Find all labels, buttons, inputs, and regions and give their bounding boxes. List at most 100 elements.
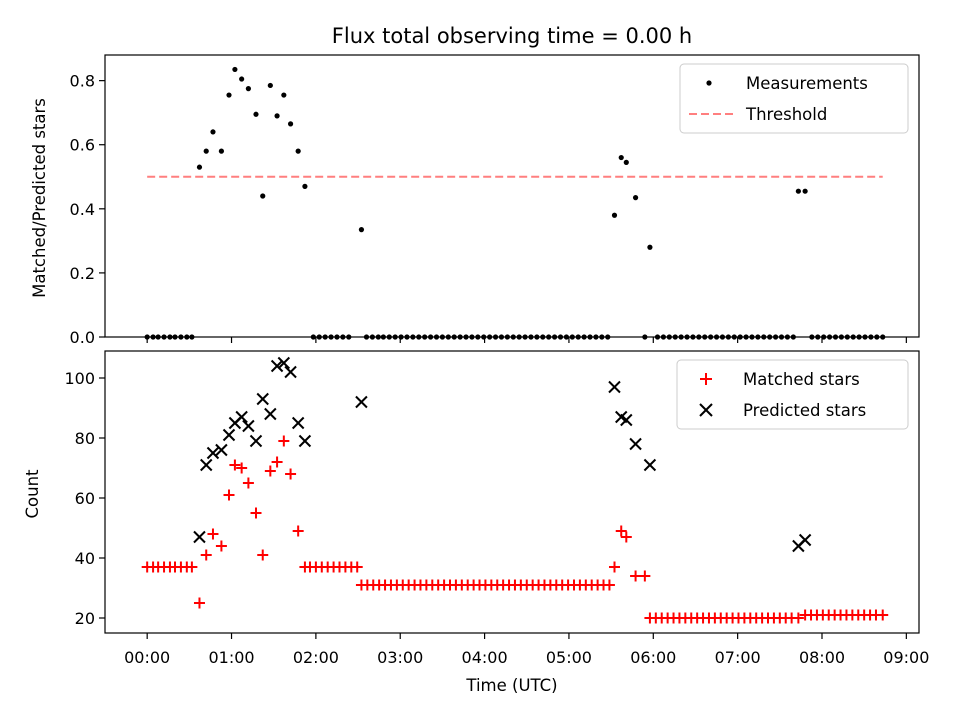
ratio-panel: Flux total observing time = 0.00 h Match… bbox=[30, 24, 920, 347]
matched-star-point bbox=[223, 489, 235, 501]
matched-star-point bbox=[200, 549, 212, 561]
measurement-point bbox=[632, 195, 639, 201]
measurement-point bbox=[623, 159, 629, 165]
matched-star-point bbox=[207, 528, 219, 540]
matched-star-point bbox=[351, 561, 363, 573]
measurement-point bbox=[611, 212, 618, 218]
matched-star-point bbox=[278, 435, 290, 447]
x-tick-label: 06:00 bbox=[630, 648, 676, 667]
measurement-point bbox=[647, 244, 653, 250]
matched-star-point bbox=[639, 570, 651, 582]
measurement-point bbox=[281, 92, 287, 98]
y-axis-label-count: Count bbox=[23, 469, 42, 519]
legend-ratio: Measurements Threshold bbox=[679, 63, 909, 134]
x-tick-label: 01:00 bbox=[208, 648, 254, 667]
y-tick-label: 40 bbox=[75, 549, 95, 568]
matched-star-point bbox=[186, 561, 198, 573]
predicted-star-point bbox=[222, 428, 236, 442]
x-tick-label: 04:00 bbox=[462, 648, 508, 667]
predicted-star-point bbox=[291, 416, 305, 430]
matched-star-point bbox=[242, 477, 254, 489]
measurement-point bbox=[232, 66, 238, 73]
predicted-star-point bbox=[193, 530, 206, 544]
measurement-point bbox=[196, 164, 203, 170]
x-tick-label: 00:00 bbox=[124, 648, 170, 667]
predicted-star-point bbox=[235, 410, 248, 424]
predicted-star-point bbox=[284, 365, 297, 379]
measurement-point bbox=[302, 183, 308, 189]
measurement-point bbox=[295, 148, 301, 154]
matched-star-point bbox=[615, 525, 627, 537]
predicted-star-point bbox=[249, 434, 263, 448]
x-tick-label: 03:00 bbox=[377, 648, 423, 667]
y-tick-label: 80 bbox=[75, 429, 95, 448]
measurement-point bbox=[802, 188, 808, 194]
matched-star-point bbox=[292, 525, 304, 537]
measurement-point bbox=[260, 193, 266, 199]
y-tick-label: 0.8 bbox=[70, 72, 95, 91]
matched-star-point bbox=[271, 456, 283, 468]
measurement-point bbox=[287, 121, 294, 127]
matched-star-point bbox=[257, 549, 269, 561]
matched-star-point bbox=[193, 597, 205, 609]
measurement-point bbox=[253, 111, 259, 117]
predicted-star-point bbox=[206, 446, 220, 460]
legend-measurements-label: Measurements bbox=[746, 74, 868, 93]
legend-threshold-label: Threshold bbox=[745, 105, 827, 124]
measurement-point bbox=[210, 129, 216, 135]
predicted-star-point bbox=[270, 359, 284, 373]
y-tick-label: 0.6 bbox=[70, 136, 95, 155]
legend-matched-marker bbox=[700, 373, 712, 385]
measurement-point bbox=[203, 148, 209, 154]
legend-count: Matched stars Predicted stars bbox=[676, 359, 909, 430]
predicted-star-point bbox=[264, 407, 277, 421]
y-axis-label-ratio: Matched/Predicted stars bbox=[30, 98, 49, 298]
measurement-point bbox=[245, 86, 251, 92]
x-tick-label: 09:00 bbox=[883, 648, 929, 667]
measurement-point bbox=[239, 76, 245, 82]
matched-star-point bbox=[603, 579, 615, 591]
predicted-star-point bbox=[643, 458, 657, 472]
predicted-star-point bbox=[798, 533, 812, 547]
predicted-star-point bbox=[200, 458, 213, 472]
count-panel: Count Time (UTC) 20 40 60 80 100 00:00 01:00 02… bbox=[23, 350, 929, 695]
matched-star-point bbox=[608, 561, 620, 573]
y-tick-label: 0.0 bbox=[70, 328, 95, 347]
predicted-star-point bbox=[298, 434, 312, 448]
legend-measurements-marker bbox=[706, 80, 712, 86]
predicted-star-point bbox=[355, 395, 368, 409]
x-axis-label: Time (UTC) bbox=[465, 676, 557, 695]
matched-star-point bbox=[630, 570, 642, 582]
predicted-star-point bbox=[242, 419, 255, 433]
measurement-point bbox=[267, 82, 273, 89]
matched-star-point bbox=[877, 609, 889, 621]
measurement-point bbox=[795, 188, 801, 194]
y-tick-label: 0.4 bbox=[70, 200, 95, 219]
predicted-star-point bbox=[629, 437, 642, 451]
chart-title: Flux total observing time = 0.00 h bbox=[332, 24, 692, 48]
matched-star-point bbox=[250, 507, 262, 519]
predicted-star-point bbox=[620, 413, 633, 427]
x-tick-label: 02:00 bbox=[293, 648, 339, 667]
predicted-star-point bbox=[215, 443, 228, 457]
x-tick-label: 07:00 bbox=[715, 648, 761, 667]
predicted-star-point bbox=[277, 356, 291, 370]
matched-star-point bbox=[792, 612, 804, 624]
measurement-point bbox=[226, 92, 232, 98]
legend-predicted-marker bbox=[699, 403, 713, 417]
measurement-point bbox=[274, 113, 280, 119]
measurement-point bbox=[358, 227, 365, 233]
legend-matched-label: Matched stars bbox=[743, 370, 860, 389]
matched-star-point bbox=[236, 462, 248, 474]
matched-star-point bbox=[620, 531, 632, 543]
y-tick-label: 60 bbox=[75, 489, 95, 508]
predicted-star-point bbox=[608, 380, 621, 394]
legend-predicted-label: Predicted stars bbox=[743, 401, 866, 420]
x-tick-label: 08:00 bbox=[799, 648, 845, 667]
y-tick-label: 100 bbox=[64, 369, 95, 388]
measurement-point bbox=[218, 148, 225, 154]
predicted-star-point bbox=[256, 392, 269, 406]
y-tick-label: 0.2 bbox=[70, 264, 95, 283]
matched-star-point bbox=[264, 465, 276, 477]
